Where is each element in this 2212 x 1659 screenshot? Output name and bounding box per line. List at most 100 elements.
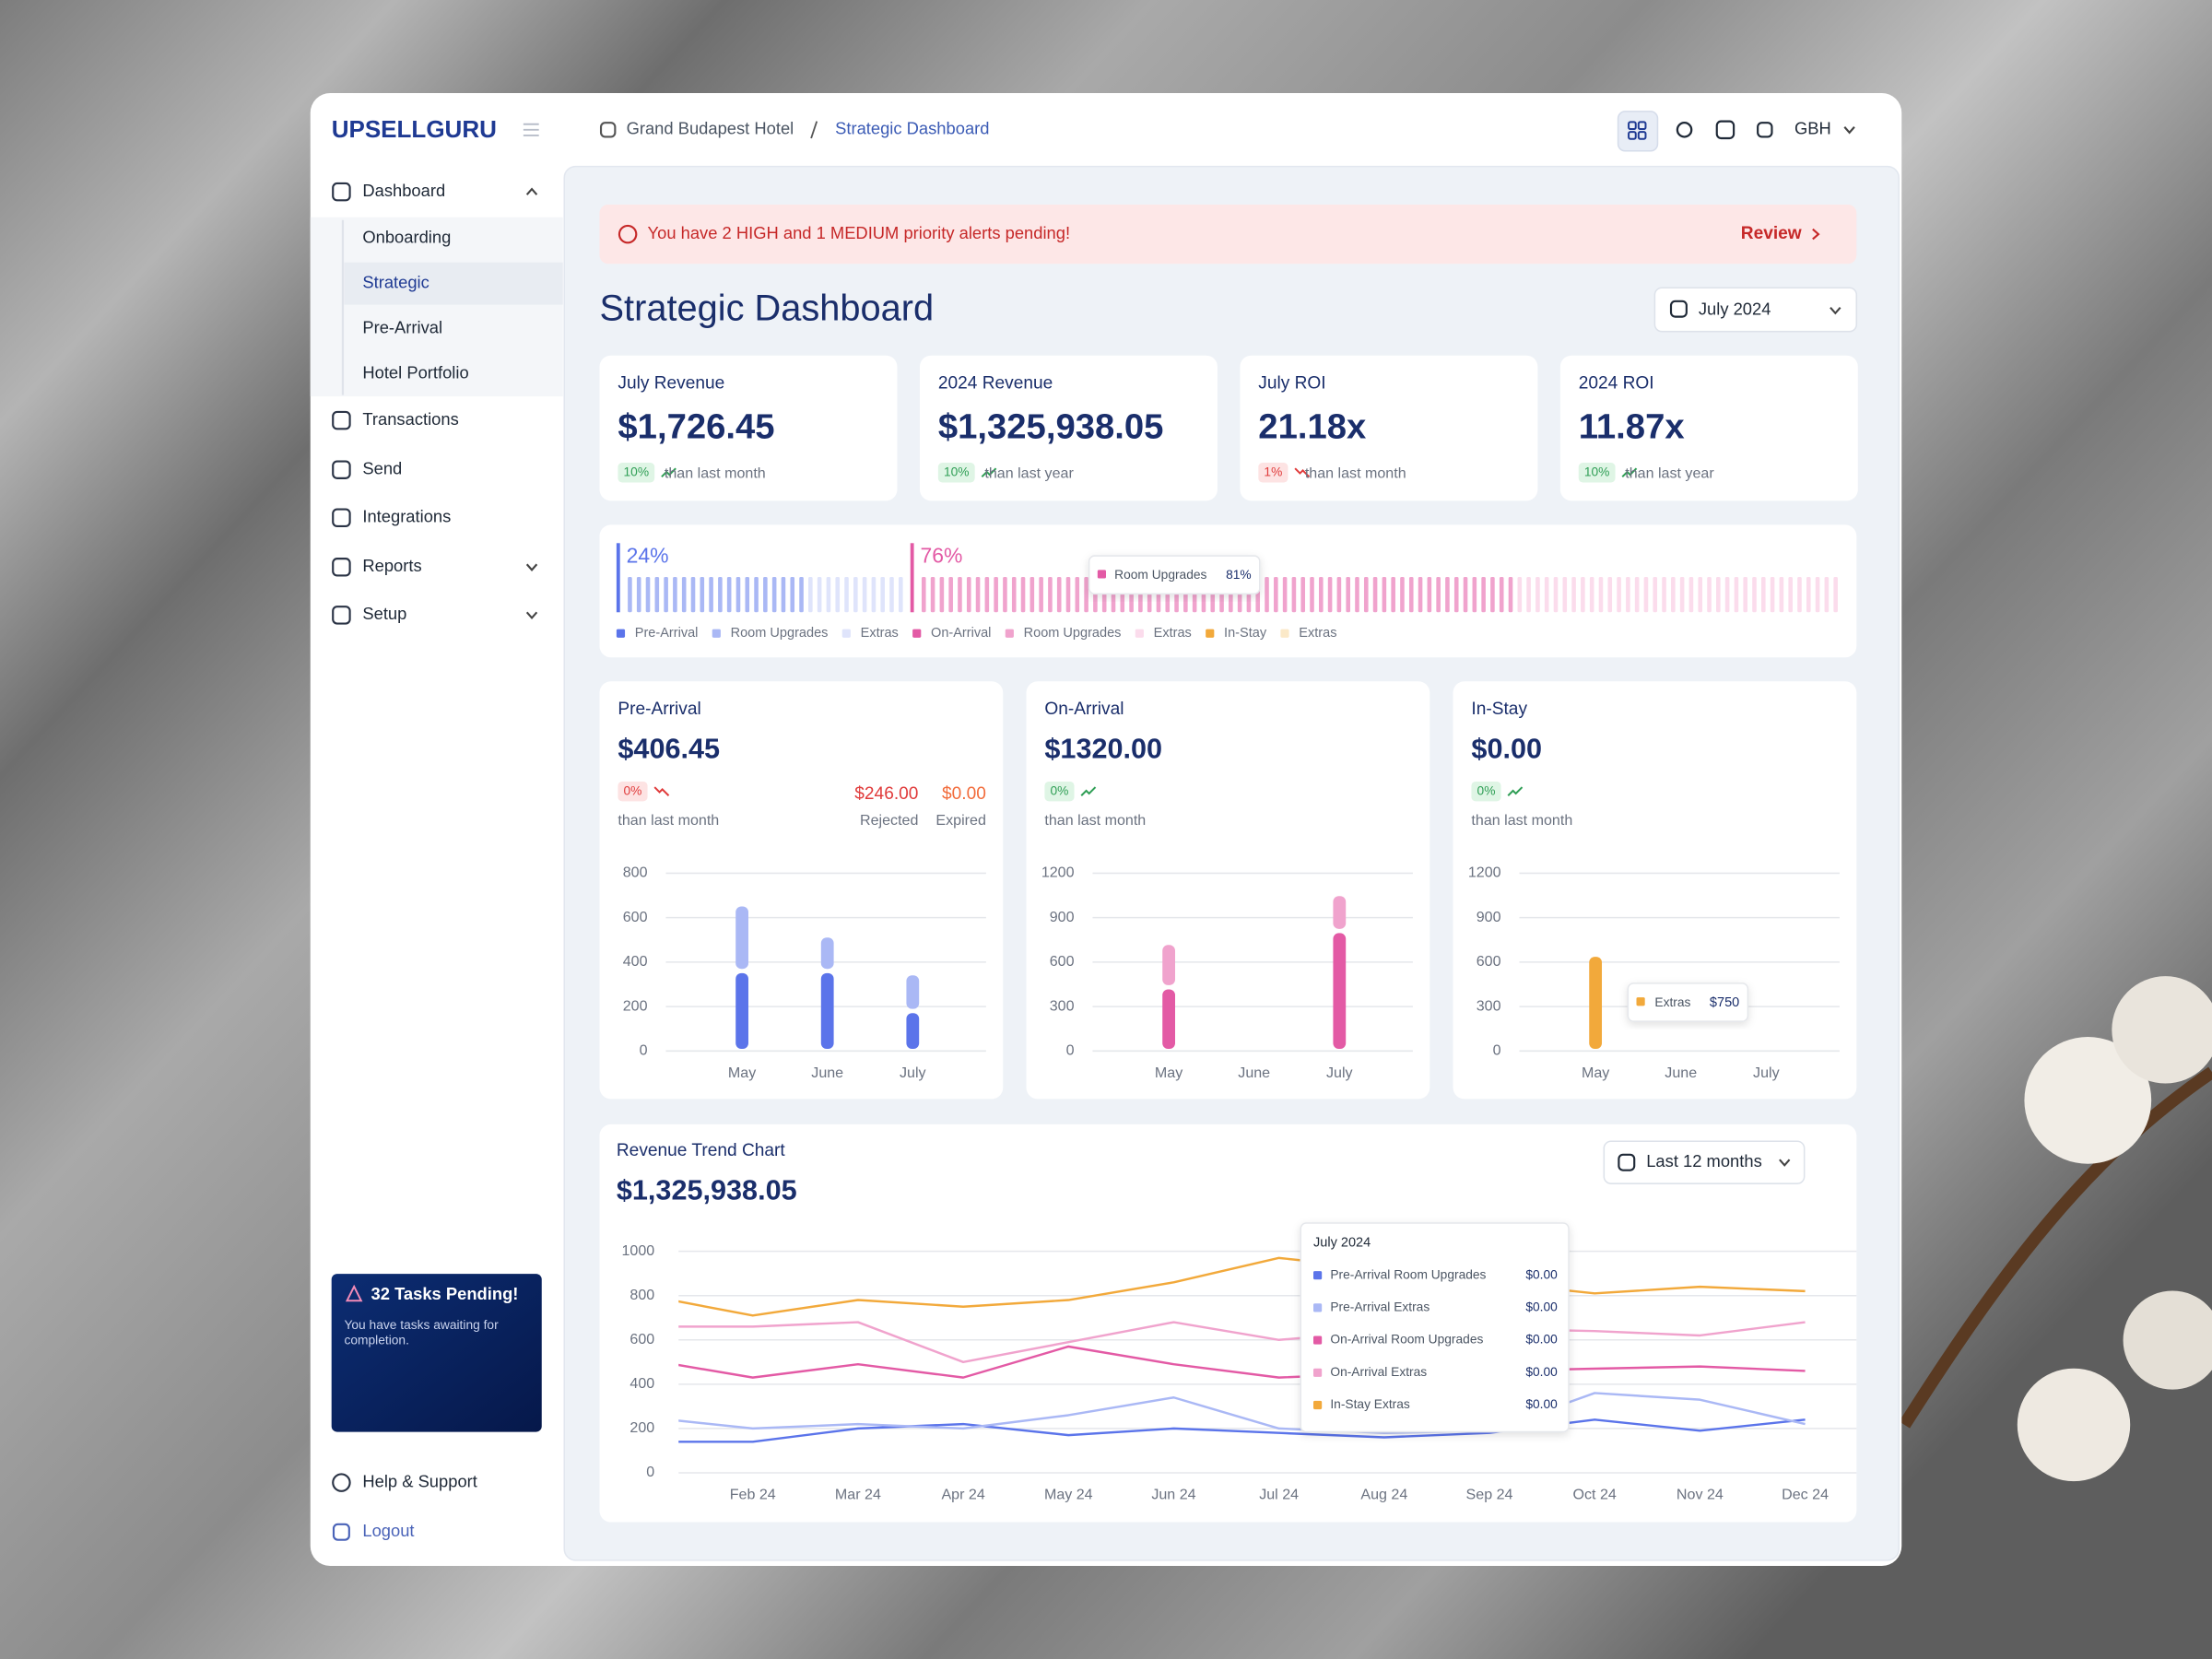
nav-item[interactable]: Setup	[362, 604, 406, 623]
stripe	[1752, 577, 1757, 613]
stripe	[975, 577, 981, 613]
stripe	[1707, 577, 1712, 613]
kpi-card	[599, 355, 898, 501]
x-tick-label: Mar 24	[835, 1487, 881, 1503]
stripe	[1300, 577, 1305, 613]
icon	[332, 606, 351, 625]
card-title: Revenue Trend Chart	[617, 1141, 786, 1160]
x-tick-label: Sep 24	[1466, 1487, 1513, 1503]
stripe	[1310, 577, 1314, 613]
breadcrumb[interactable]: Grand Budapest Hotel	[627, 119, 794, 138]
chart-tooltip	[1627, 982, 1749, 1022]
stripe	[817, 577, 822, 613]
y-tick-label: 0	[646, 1464, 654, 1480]
bar	[1333, 933, 1347, 1050]
stripe	[1291, 577, 1297, 613]
range-filter[interactable]	[1603, 1140, 1806, 1184]
badge-bg	[1471, 781, 1501, 802]
nav-item[interactable]: Send	[362, 459, 402, 478]
y-tick-label: 1200	[1041, 865, 1075, 881]
stripe	[1653, 577, 1658, 613]
stripe	[1346, 577, 1350, 613]
stripe	[690, 577, 696, 613]
x-tick-label: May	[1155, 1065, 1182, 1081]
y-tick-label: 300	[1477, 997, 1501, 1014]
x-tick-label: Feb 24	[730, 1487, 776, 1503]
tooltip-swatch	[1097, 570, 1106, 579]
stripe	[1282, 577, 1288, 613]
apps-button[interactable]	[1617, 111, 1659, 152]
subnav-item[interactable]: Pre-Arrival	[362, 317, 442, 336]
stripe	[1553, 577, 1559, 613]
nav-item[interactable]: Transactions	[362, 409, 458, 429]
card-total: $1320.00	[1044, 733, 1162, 764]
badge-bg	[618, 463, 655, 483]
stripe	[1508, 577, 1513, 613]
stripe	[1355, 577, 1359, 613]
x-tick-label: July	[1753, 1065, 1780, 1081]
cotton	[2024, 1037, 2152, 1164]
y-tick-label: 0	[1066, 1042, 1075, 1059]
stripe	[1806, 577, 1811, 613]
alert-action[interactable]: Review	[1741, 224, 1802, 243]
subnav-item[interactable]: Onboarding	[362, 228, 451, 247]
date-picker[interactable]	[1653, 287, 1858, 333]
legend-label: Pre-Arrival	[635, 626, 699, 641]
chevron-icon	[1843, 126, 1855, 135]
stripe	[826, 577, 831, 613]
bar	[735, 906, 748, 970]
nav-item[interactable]: Reports	[362, 556, 421, 575]
chevron-icon	[1812, 228, 1820, 241]
stripe	[735, 577, 741, 613]
stripe	[1662, 577, 1666, 613]
chevron-icon	[525, 563, 538, 571]
stripe	[1734, 577, 1739, 613]
tooltip-name: On-Arrival Extras	[1330, 1365, 1427, 1379]
stripe	[948, 577, 953, 613]
stripe	[1003, 577, 1007, 613]
trend-up-icon	[1507, 786, 1524, 796]
legend-swatch	[841, 629, 851, 638]
stripe	[781, 577, 786, 613]
x-tick-label: July	[1326, 1065, 1353, 1081]
stripe	[899, 577, 903, 613]
stage-card	[1026, 681, 1430, 1100]
stripe	[880, 577, 885, 613]
kpi-card	[919, 355, 1218, 501]
subnav-item[interactable]: Hotel Portfolio	[362, 362, 468, 382]
stripe	[771, 577, 777, 613]
nav-item[interactable]: Integrations	[362, 507, 451, 526]
stripe	[673, 577, 677, 613]
x-tick-label: June	[1238, 1065, 1270, 1081]
range-filter-text: Last 12 months	[1646, 1151, 1762, 1171]
change-badge: 1%	[1264, 465, 1282, 478]
tooltip-value: $750	[1710, 995, 1739, 1010]
y-tick-label: 800	[623, 865, 648, 881]
stripe	[939, 577, 945, 613]
legend-swatch	[616, 629, 626, 638]
extra-label: Expired	[935, 812, 985, 829]
legend-swatch	[1206, 629, 1215, 638]
stripe	[1698, 577, 1703, 613]
kpi-value: 21.18x	[1258, 406, 1366, 446]
subnav-item[interactable]: Strategic	[362, 272, 429, 291]
stripe	[1562, 577, 1568, 613]
logout-link[interactable]: Logout	[362, 1521, 414, 1540]
change-badge: 10%	[944, 465, 970, 478]
branch	[1899, 1066, 2212, 1429]
search-icon[interactable]	[1676, 122, 1693, 138]
segment-label: 24%	[627, 544, 669, 568]
bar	[820, 972, 834, 1050]
card-note: than last month	[618, 812, 719, 829]
stripe	[799, 577, 804, 613]
icon	[1715, 120, 1735, 140]
help-link[interactable]: Help & Support	[362, 1472, 477, 1491]
card-title: On-Arrival	[1044, 700, 1124, 719]
legend-swatch	[1005, 629, 1014, 638]
nav-item[interactable]: Dashboard	[362, 181, 445, 200]
stripe	[1391, 577, 1395, 613]
kpi-title: July Revenue	[618, 373, 724, 393]
kpi-note: than last year	[1625, 465, 1714, 482]
change-badge: 0%	[1051, 783, 1069, 797]
account-menu[interactable]: GBH	[1794, 119, 1831, 138]
